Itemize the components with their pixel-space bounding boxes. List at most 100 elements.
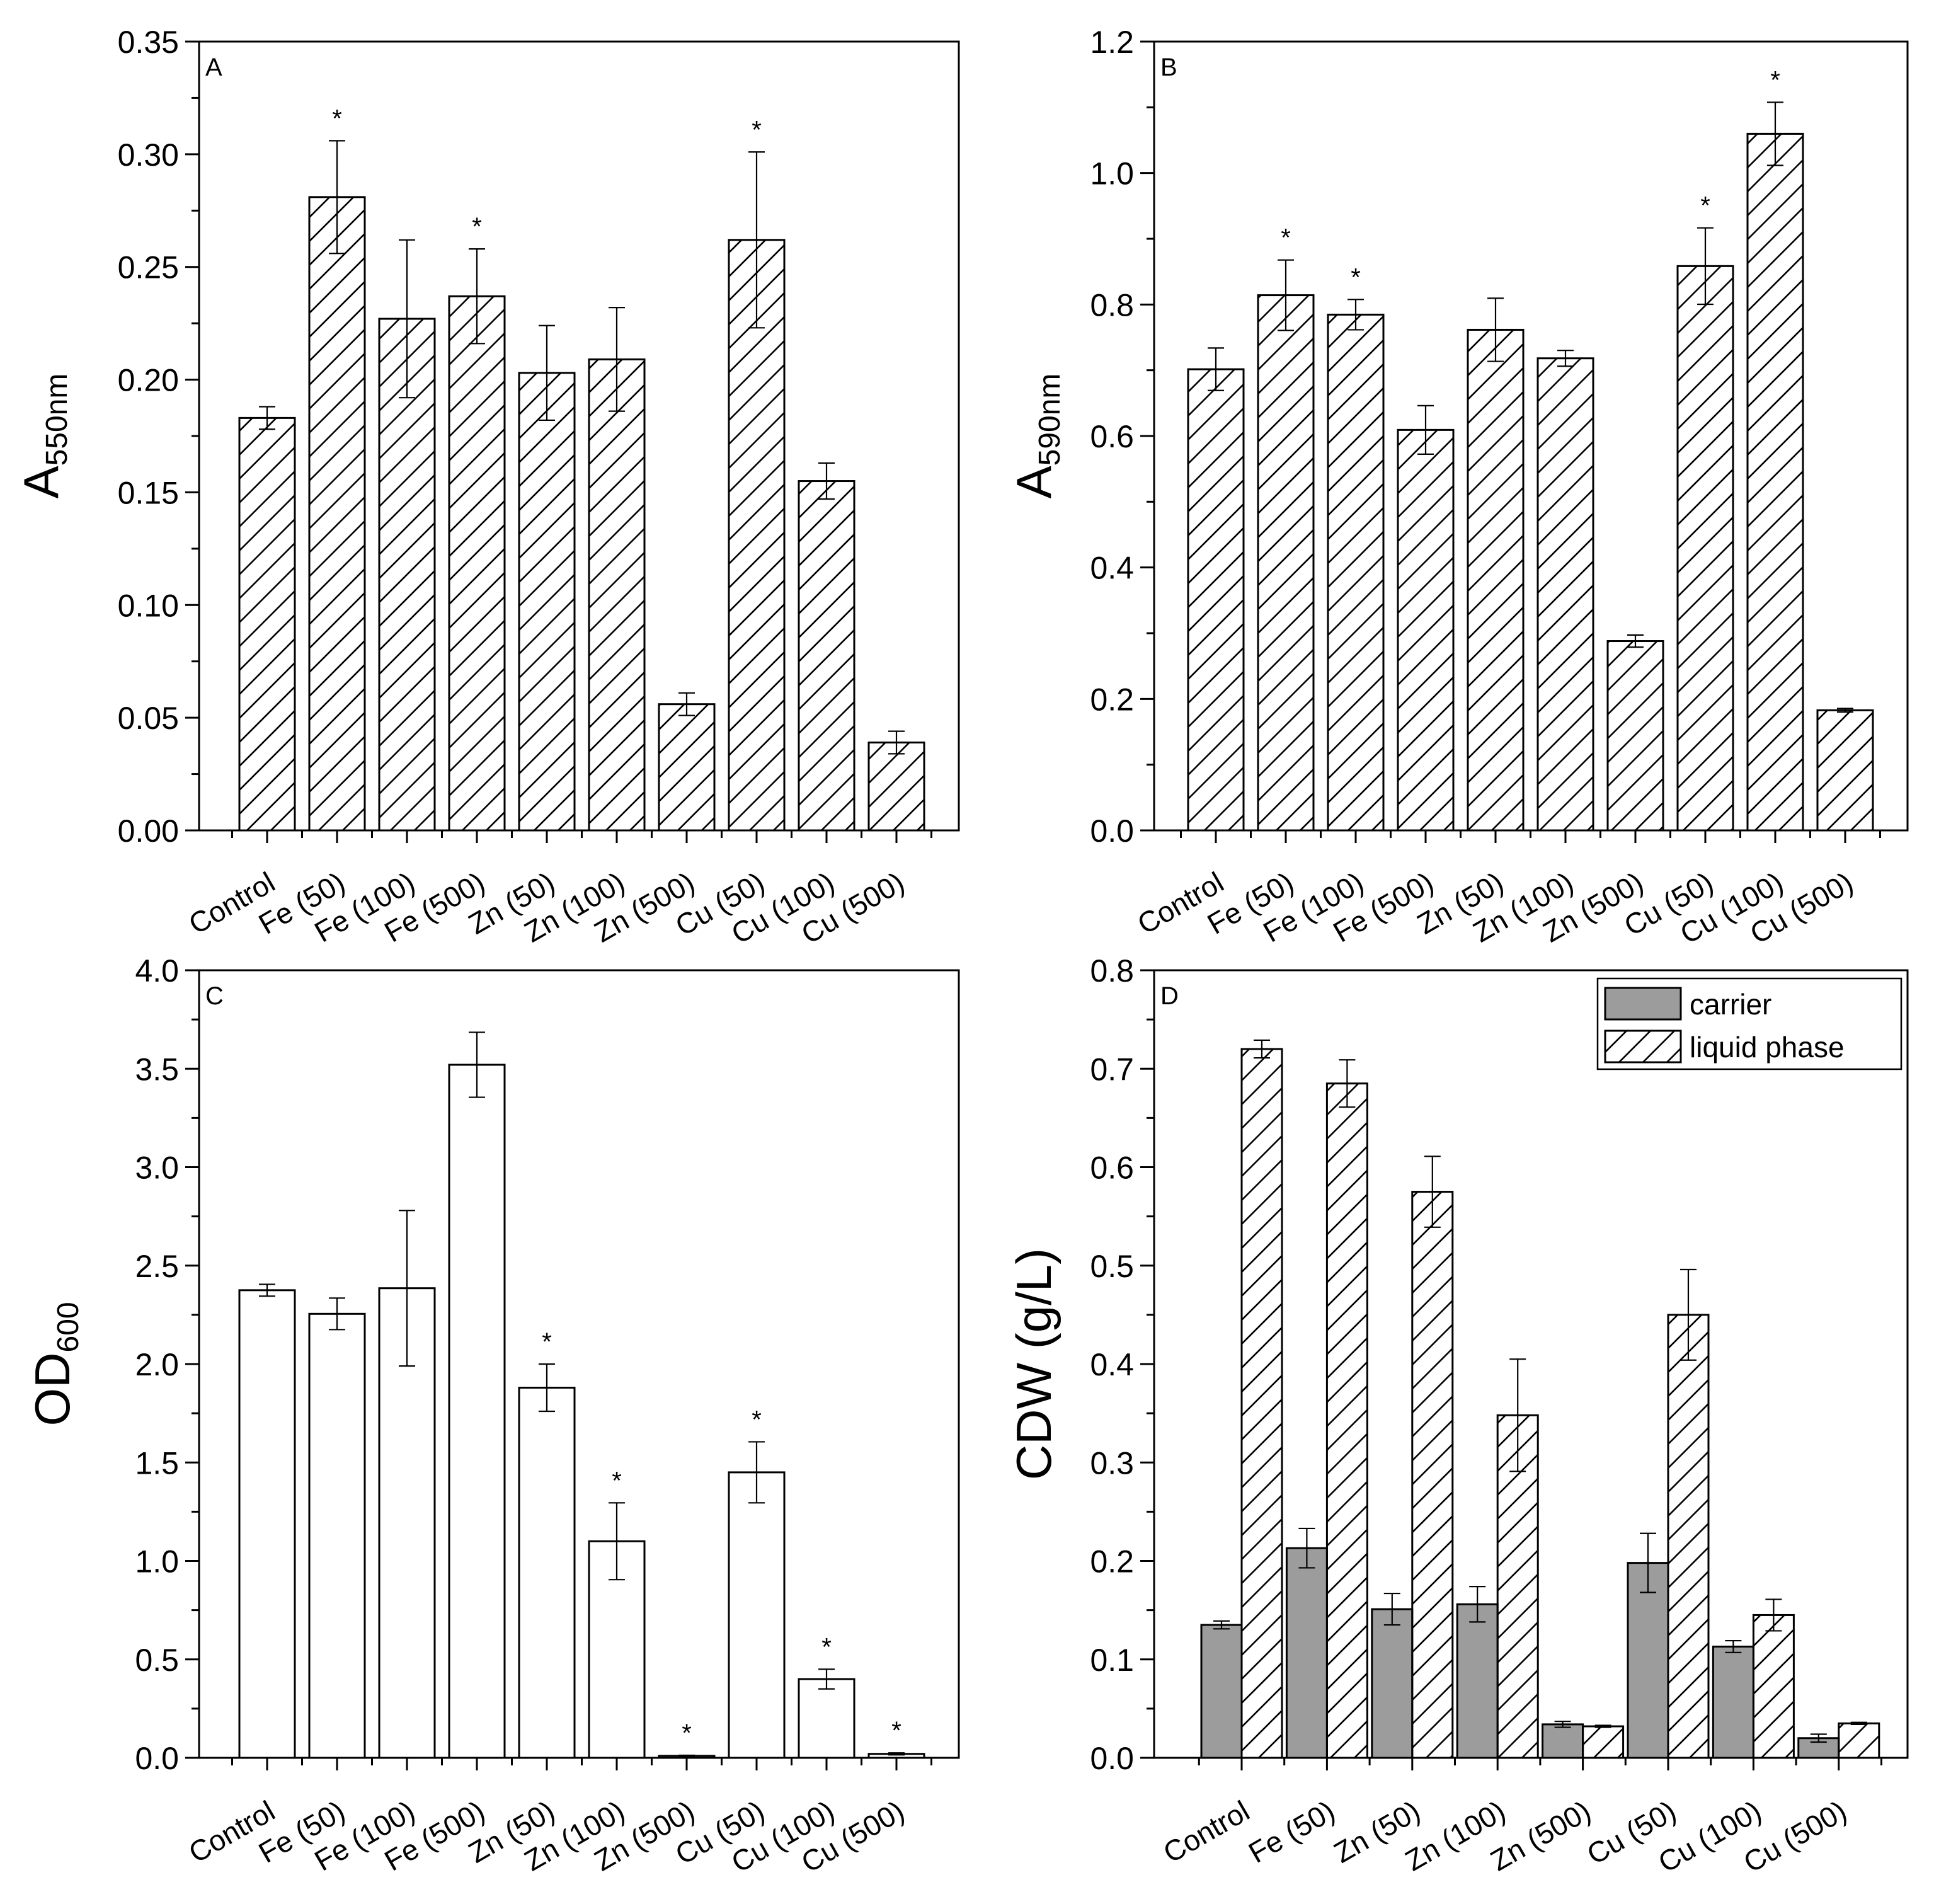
- error-bar-d-carrier-control: [1213, 1620, 1230, 1630]
- y-tick-label-c-3: 1.5: [135, 1445, 179, 1481]
- panel-d-y-ticks: 0.0 0.1 0.2 0.3 0.4 0.5 0.6 0.7 0.8: [1090, 953, 1154, 1776]
- error-bar-d-carrier-zn-100: [1469, 1586, 1486, 1623]
- error-bar-d-carrier-fe-50: [1298, 1527, 1315, 1569]
- error-bar-a-series-fe-100: [399, 239, 415, 399]
- panel-c-bars: * * * * * *: [238, 1031, 925, 1759]
- error-bar-a-series-cu-100: [818, 462, 835, 500]
- panel-d-letter: D: [1160, 982, 1179, 1010]
- bar-c-series-cu-50: [728, 1471, 786, 1759]
- y-tick-label-a-7: 0.35: [118, 25, 179, 60]
- panel-a-letter: A: [205, 54, 222, 81]
- significance-marker-c-cu-500: *: [891, 1717, 901, 1745]
- bar-d-carrier-zn-500: [1542, 1723, 1584, 1759]
- bar-c-series-fe-500: [448, 1064, 506, 1759]
- significance-marker-a-fe-500: *: [472, 213, 482, 241]
- bar-d-carrier-zn-100: [1456, 1603, 1499, 1759]
- y-tick-label-b-2: 0.4: [1090, 551, 1134, 586]
- error-bar-c-series-control: [259, 1283, 275, 1297]
- legend: carrier liquid phase: [1596, 977, 1903, 1070]
- bar-a-series-zn-500: [658, 703, 716, 832]
- panel-c-y-axis-title: OD600: [25, 1302, 85, 1426]
- bar-b-series-cu-50: [1676, 265, 1734, 832]
- bar-b-series-control: [1187, 368, 1245, 832]
- error-bar-d-carrier-cu-500: [1810, 1733, 1827, 1743]
- significance-marker-a-fe-50: *: [332, 105, 342, 132]
- panel-b-y-ticks: 0.0 0.2 0.4 0.6 0.8 1.0 1.2: [1090, 25, 1154, 849]
- error-bar-c-series-cu-100: [818, 1668, 835, 1690]
- y-tick-label-a-3: 0.15: [118, 475, 179, 510]
- error-bar-a-series-fe-500: [469, 248, 485, 345]
- y-tick-label-c-7: 3.5: [135, 1052, 179, 1087]
- significance-marker-c-cu-100: *: [821, 1633, 832, 1661]
- y-tick-label-a-0: 0.00: [118, 813, 179, 849]
- error-bar-a-series-fe-50: [329, 140, 345, 255]
- y-tick-label-b-0: 0.0: [1090, 813, 1134, 849]
- bar-b-series-zn-50: [1467, 328, 1525, 832]
- error-bar-c-series-zn-50: [539, 1363, 555, 1413]
- panel-a-plot-frame: [198, 40, 960, 832]
- error-bar-d-carrier-cu-50: [1640, 1532, 1656, 1593]
- panel-b-letter: B: [1160, 54, 1177, 81]
- error-bar-b-series-cu-50: [1697, 227, 1714, 306]
- significance-marker-c-cu-50: *: [752, 1406, 762, 1433]
- error-bar-b-series-fe-100: [1348, 299, 1364, 331]
- y-tick-label-c-6: 3.0: [135, 1150, 179, 1186]
- y-tick-label-b-6: 1.2: [1090, 25, 1134, 60]
- legend-swatch-carrier: [1604, 987, 1682, 1021]
- bar-c-series-control: [238, 1289, 296, 1759]
- y-tick-label-c-8: 4.0: [135, 953, 179, 989]
- significance-marker-c-zn-100: *: [612, 1467, 622, 1494]
- panel-b-bars: * * * *: [1187, 66, 1874, 832]
- bar-a-series-zn-50: [518, 372, 576, 832]
- error-bar-d-liquid-phase-control: [1254, 1039, 1270, 1059]
- bar-a-series-zn-100: [588, 358, 646, 832]
- panel-c-plot-frame: [198, 969, 960, 1759]
- error-bar-d-liquid-phase-cu-50: [1680, 1268, 1697, 1361]
- y-tick-label-d-0: 0.0: [1090, 1741, 1134, 1776]
- error-bar-d-liquid-phase-zn-500: [1594, 1724, 1611, 1728]
- panel-c-y-ticks: 0.0 0.5 1.0 1.5 2.0 2.5 3.0 3.5 4.0: [135, 953, 199, 1776]
- y-tick-label-a-6: 0.30: [118, 137, 179, 173]
- error-bar-d-carrier-zn-50: [1383, 1592, 1400, 1626]
- error-bar-b-series-zn-100: [1557, 350, 1574, 367]
- error-bar-b-series-cu-500: [1837, 708, 1853, 713]
- y-tick-label-d-1: 0.1: [1090, 1643, 1134, 1678]
- error-bar-b-series-fe-50: [1278, 259, 1294, 331]
- bar-c-series-cu-100: [798, 1678, 855, 1759]
- error-bar-c-series-zn-100: [609, 1502, 625, 1581]
- error-bar-c-series-cu-50: [748, 1441, 765, 1504]
- bar-b-series-fe-500: [1397, 428, 1455, 832]
- bar-d-liquid-phase-cu-50: [1667, 1314, 1710, 1759]
- bar-c-series-fe-50: [308, 1312, 366, 1759]
- bar-d-liquid-phase-zn-50: [1411, 1191, 1454, 1759]
- bar-a-series-fe-500: [448, 295, 506, 832]
- error-bar-c-series-fe-100: [399, 1210, 415, 1367]
- y-tick-label-b-1: 0.2: [1090, 682, 1134, 717]
- significance-marker-c-zn-50: *: [542, 1328, 552, 1356]
- y-tick-label-d-7: 0.7: [1090, 1052, 1134, 1087]
- y-tick-label-d-2: 0.2: [1090, 1544, 1134, 1580]
- y-tick-label-a-2: 0.10: [118, 588, 179, 623]
- y-tick-label-c-0: 0.0: [135, 1741, 179, 1776]
- bar-b-series-zn-500: [1606, 640, 1664, 832]
- legend-label-carrier: carrier: [1690, 988, 1771, 1021]
- x-label-fe-50: Fe (50): [1243, 1794, 1340, 1869]
- error-bar-b-series-fe-500: [1417, 404, 1434, 455]
- y-tick-label-d-5: 0.5: [1090, 1249, 1134, 1284]
- error-bar-d-liquid-phase-cu-500: [1850, 1721, 1867, 1725]
- panel-d-plot-frame: [1153, 969, 1909, 1759]
- panel-d: D 0.0 0.1 0.2 0.3 0.4 0.5 0.6 0.7 0.8 ControlFe …: [1006, 953, 1909, 1879]
- panel-d-bars: [1200, 1039, 1880, 1759]
- bar-a-series-control: [238, 416, 296, 832]
- panel-a-y-ticks: 0.00 0.05 0.10 0.15 0.20 0.25 0.30 0.35: [118, 25, 199, 849]
- bar-b-series-cu-500: [1816, 709, 1874, 832]
- bar-d-liquid-phase-fe-50: [1325, 1082, 1368, 1759]
- bar-d-carrier-cu-100: [1712, 1645, 1754, 1759]
- bar-b-series-fe-50: [1257, 294, 1315, 832]
- panel-c: C * * * * * * 0.0 0.5 1.0 1.5 2.0 2.5 3.0 3.5 4.0 Con…: [25, 953, 960, 1879]
- error-bar-a-series-zn-100: [609, 307, 625, 412]
- y-tick-label-a-5: 0.25: [118, 250, 179, 285]
